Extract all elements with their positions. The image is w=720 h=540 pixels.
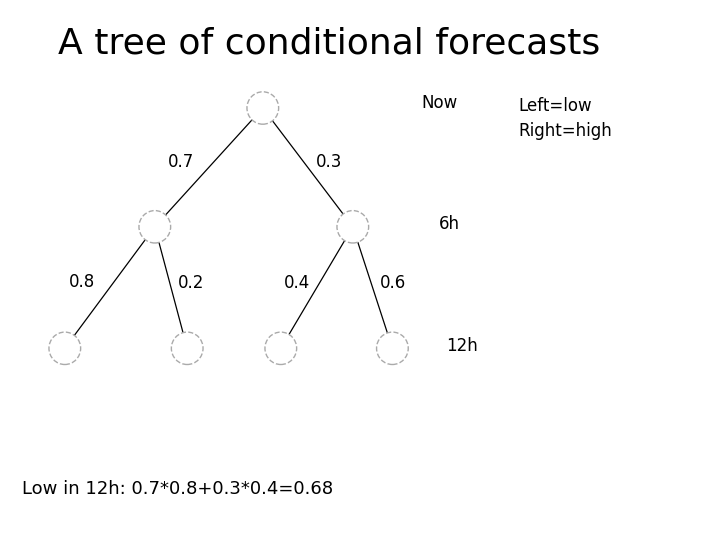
Ellipse shape bbox=[49, 332, 81, 365]
Text: 6h: 6h bbox=[439, 215, 460, 233]
Ellipse shape bbox=[171, 332, 203, 365]
Text: 0.3: 0.3 bbox=[316, 153, 343, 171]
Ellipse shape bbox=[265, 332, 297, 365]
Text: Now: Now bbox=[421, 93, 457, 112]
Text: 0.8: 0.8 bbox=[69, 273, 96, 291]
Text: 0.2: 0.2 bbox=[178, 274, 204, 292]
Text: Left=low
Right=high: Left=low Right=high bbox=[518, 97, 612, 140]
Text: A tree of conditional forecasts: A tree of conditional forecasts bbox=[58, 27, 600, 61]
Ellipse shape bbox=[377, 332, 408, 365]
Ellipse shape bbox=[139, 211, 171, 243]
Ellipse shape bbox=[337, 211, 369, 243]
Text: 0.4: 0.4 bbox=[284, 274, 310, 292]
Text: 12h: 12h bbox=[446, 336, 478, 355]
Ellipse shape bbox=[247, 92, 279, 124]
Text: 0.6: 0.6 bbox=[379, 274, 406, 292]
Text: 0.7: 0.7 bbox=[168, 153, 194, 171]
Text: Low in 12h: 0.7*0.8+0.3*0.4=0.68: Low in 12h: 0.7*0.8+0.3*0.4=0.68 bbox=[22, 480, 333, 498]
